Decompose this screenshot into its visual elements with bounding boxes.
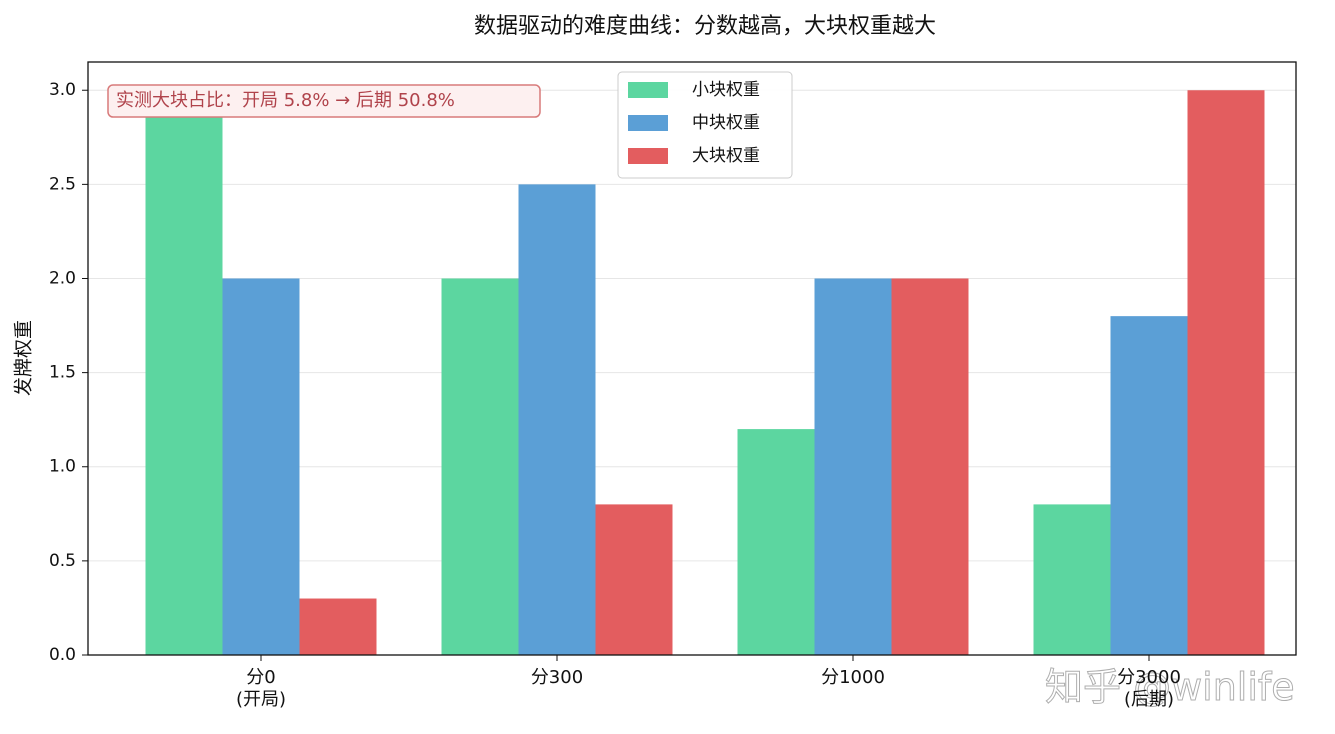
y-tick-label: 2.0: [49, 268, 76, 288]
axes-frame: [87, 61, 1297, 656]
x-tick-label: 分3000 (后期): [1117, 667, 1181, 710]
legend-label: 中块权重: [692, 113, 760, 133]
y-tick-label: 0.0: [49, 645, 76, 665]
y-tick-label: 0.5: [49, 551, 76, 571]
bar: [441, 278, 519, 655]
bar: [595, 504, 673, 655]
y-tick-label: 1.5: [49, 363, 76, 383]
legend-label: 大块权重: [692, 146, 760, 166]
bar: [145, 90, 223, 655]
x-tick-label: 分300: [530, 667, 584, 688]
bar: [299, 598, 377, 655]
y-tick-label: 2.5: [49, 174, 76, 194]
bar: [891, 278, 969, 655]
y-axis-label: 发牌权重: [13, 320, 35, 396]
bar: [1110, 316, 1188, 655]
x-tick-label: 分0 (开局): [235, 667, 287, 710]
legend-swatch: [628, 82, 668, 98]
annotation-box: [107, 84, 541, 118]
legend-swatch: [628, 115, 668, 131]
y-tick-label: 3.0: [49, 80, 76, 100]
bar: [737, 429, 815, 655]
bar: [518, 184, 596, 655]
bar: [1187, 90, 1265, 655]
x-tick-label: 分1000: [821, 667, 885, 688]
y-tick-label: 1.0: [49, 457, 76, 477]
legend-label: 小块权重: [692, 80, 760, 100]
bar: [222, 278, 300, 655]
bar: [1033, 504, 1111, 655]
annotation: 实测大块占比：开局 5.8% → 后期 50.8%: [116, 90, 455, 111]
chart-title: 数据驱动的难度曲线：分数越高，大块权重越大: [474, 14, 936, 39]
legend-swatch: [628, 148, 668, 164]
bar: [814, 278, 892, 655]
watermark: 知乎 @winlife: [1045, 665, 1296, 710]
